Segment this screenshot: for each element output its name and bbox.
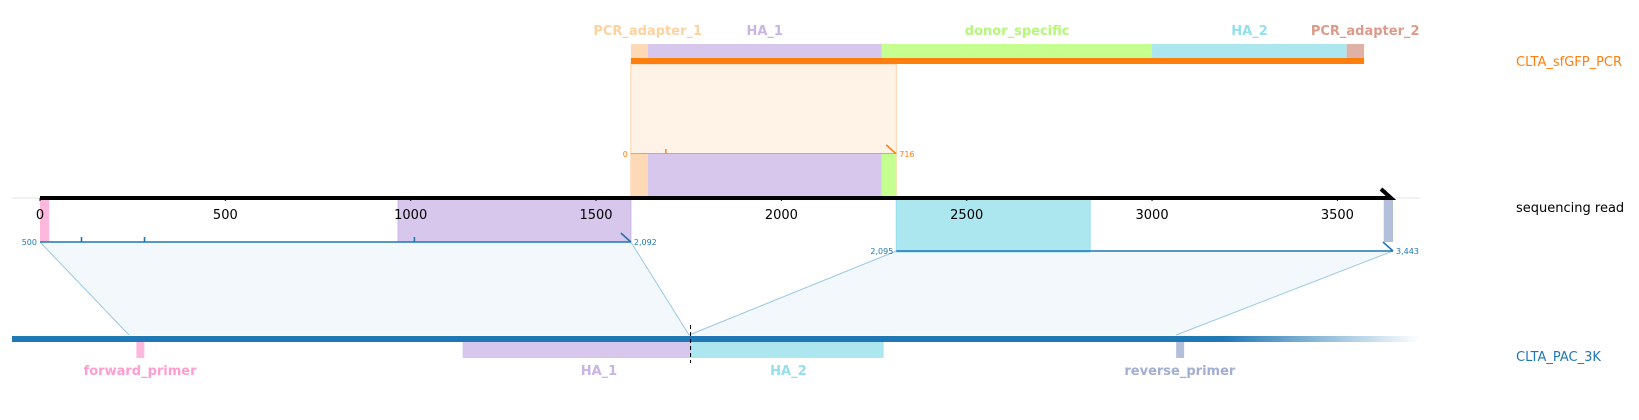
read-feature xyxy=(881,154,897,198)
read-axis-tick-label: 1500 xyxy=(579,208,612,223)
reference-backbone xyxy=(12,336,1222,342)
pcr-feature-label: HA_1 xyxy=(746,24,783,39)
read-axis-tick-label: 2500 xyxy=(950,208,983,223)
reference-track-label: CLTA_PAC_3K xyxy=(1516,350,1601,365)
pcr-feature-label: donor_specific xyxy=(965,24,1070,39)
pcr-feature-label: PCR_adapter_2 xyxy=(1311,24,1420,39)
reference-feature-label: forward_primer xyxy=(84,364,198,379)
reference-alignment-edge xyxy=(1175,250,1394,336)
read-track: 0 500 1000 1500 2000 2500 3000 3500 500 2,092 2,09… xyxy=(12,154,1420,256)
pcr-feature-label: HA_2 xyxy=(1231,24,1268,39)
reference-alignment-band xyxy=(40,242,690,335)
reference-backbone-fade xyxy=(1222,336,1420,342)
pcr-backbone xyxy=(630,58,1365,64)
read-feature xyxy=(630,154,648,198)
reference-feature-ha-1 xyxy=(462,342,691,358)
reference-alignment-arrow xyxy=(1382,241,1394,252)
reference-feature-ha-2 xyxy=(690,342,884,358)
read-axis-tick-label: 500 xyxy=(213,208,238,223)
reference-alignment-edge xyxy=(39,241,130,336)
reference-feature-label: HA_1 xyxy=(581,364,618,379)
pcr-track-label: CLTA_sfGFP_PCR xyxy=(1516,55,1622,70)
reference-alignment-band xyxy=(689,251,1393,335)
pcr-feature-ha-1 xyxy=(647,44,882,58)
read-feature-ha-1-left xyxy=(397,197,632,243)
pcr-feature-ha-2 xyxy=(1152,44,1347,58)
reference-feature-label: HA_2 xyxy=(770,364,807,379)
read-feature xyxy=(647,154,882,198)
alignment-bands-layer xyxy=(39,63,1394,336)
reference-alignment-end: 2,092 xyxy=(634,238,657,247)
reference-alignment-start: 2,095 xyxy=(870,247,893,256)
read-feature xyxy=(40,198,50,242)
pcr-feature-pcr-adapter-1 xyxy=(630,44,648,58)
reference-feature-reverse-primer xyxy=(1176,342,1185,358)
reference-alignment-edge xyxy=(630,241,690,336)
read-feature-ha-2 xyxy=(895,197,1091,253)
read-axis-tick-label: 2000 xyxy=(765,208,798,223)
read-axis-tick-label: 3000 xyxy=(1136,208,1169,223)
pcr-feature-pcr-adapter-2 xyxy=(1346,44,1365,58)
pcr-alignment-arrow xyxy=(885,144,897,155)
read-axis-tick-label: 1000 xyxy=(394,208,427,223)
pcr-track: PCR_adapter_1 HA_1 donor_specific HA_2 PCR_a… xyxy=(593,24,1419,159)
reference-alignment-end: 3,443 xyxy=(1396,247,1419,256)
pcr-alignment-end: 716 xyxy=(899,150,914,159)
reference-alignment-arrow xyxy=(620,232,632,243)
reference-feature-forward-primer xyxy=(136,342,145,358)
read-axis-tick-label: 0 xyxy=(36,208,44,223)
read-axis-tick-label: 3500 xyxy=(1321,208,1354,223)
reference-track: forward_primer HA_1 HA_2 reverse_primer xyxy=(12,325,1420,379)
read-track-label: sequencing read xyxy=(1516,201,1624,216)
reference-alignment-edge xyxy=(688,250,897,336)
track-labels: CLTA_sfGFP_PCR sequencing read CLTA_PAC_… xyxy=(1516,55,1624,365)
reference-alignment-start: 500 xyxy=(22,238,37,247)
reference-feature-label: reverse_primer xyxy=(1124,364,1236,379)
read-arrow xyxy=(1379,187,1397,200)
pcr-feature-donor-specific xyxy=(881,44,1153,58)
pcr-alignment-start: 0 xyxy=(623,150,628,159)
read-feature xyxy=(1383,198,1393,242)
pcr-feature-label: PCR_adapter_1 xyxy=(593,24,702,39)
